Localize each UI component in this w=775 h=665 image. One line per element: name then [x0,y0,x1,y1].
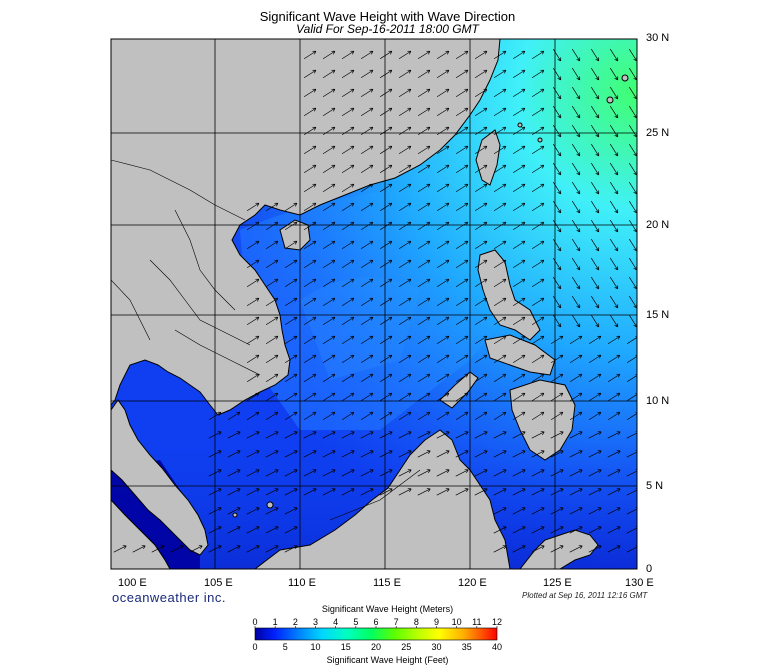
colorbar-feet-tick: 40 [491,642,502,652]
lon-label-120: 120 E [458,577,487,589]
colorbar-feet-tick: 35 [461,642,472,652]
lat-label-20: 20 N [646,219,670,231]
map-title: Significant Wave Height with Wave Direct… [259,9,516,24]
colorbar-feet-tick: 15 [340,642,351,652]
land-sumatra [111,499,171,569]
lon-label-115: 115 E [373,577,401,589]
lon-label-125: 125 E [543,577,572,589]
land-palawan [439,371,479,409]
colorbar-feet-tick: 5 [282,642,288,652]
lat-lon-grid [111,39,637,569]
lon-label-130: 130 E [625,577,654,589]
lat-label-5: 5 N [646,480,664,492]
colorbar [254,627,498,641]
colorbar-feet-title: Significant Wave Height (Feet) [326,655,449,665]
colorbar-meter-tick: 4 [333,617,339,627]
colorbar-meter-tick: 6 [373,617,379,627]
land-visayas [484,334,556,376]
lon-label-100: 100 E [118,577,147,589]
land-taiwan [475,129,501,186]
map-subtitle: Valid For Sep-16-2011 18:00 GMT [296,22,479,36]
colorbar-meter-tick: 9 [433,617,439,627]
plotted-timestamp: Plotted at Sep 16, 2011 12:16 GMT [522,591,648,600]
lon-label-110: 110 E [288,577,316,589]
lon-label-105: 105 E [204,577,233,589]
land-sulawesi [519,529,599,569]
land-hainan [279,219,311,251]
lat-label-25: 25 N [646,127,670,139]
colorbar-meter-tick: 11 [472,617,482,627]
colorbar-meters-title: Significant Wave Height (Meters) [321,604,454,614]
lat-label-30: 30 N [646,32,670,44]
lat-label-0: 0 [646,563,653,575]
lat-label-15: 15 N [646,309,670,321]
colorbar-feet-tick: 20 [370,642,381,652]
land-borneo [254,429,511,569]
colorbar-feet-tick: 10 [310,642,321,652]
colorbar-meter-tick: 7 [393,617,399,627]
colorbar-feet-tick: 0 [252,642,258,652]
colorbar-feet-tick: 30 [431,642,442,652]
colorbar-meter-tick: 10 [451,617,462,627]
colorbar-meter-tick: 1 [272,617,278,627]
colorbar-meter-tick: 3 [312,617,318,627]
colorbar-meter-tick: 12 [491,617,502,627]
land-malay-peninsula [111,399,209,556]
colorbar-meter-tick: 2 [292,617,298,627]
land-mindanao [509,379,576,461]
colorbar-meter-tick: 0 [252,617,258,627]
map-frame [110,38,638,570]
colorbar-meter-tick: 8 [413,617,419,627]
wave-direction-arrows [113,48,637,553]
brand-label: oceanweather inc. [112,590,227,605]
colorbar-feet-tick: 25 [401,642,412,652]
lat-label-10: 10 N [646,395,670,407]
country-borders [111,159,421,521]
colorbar-meter-tick: 5 [353,617,359,627]
